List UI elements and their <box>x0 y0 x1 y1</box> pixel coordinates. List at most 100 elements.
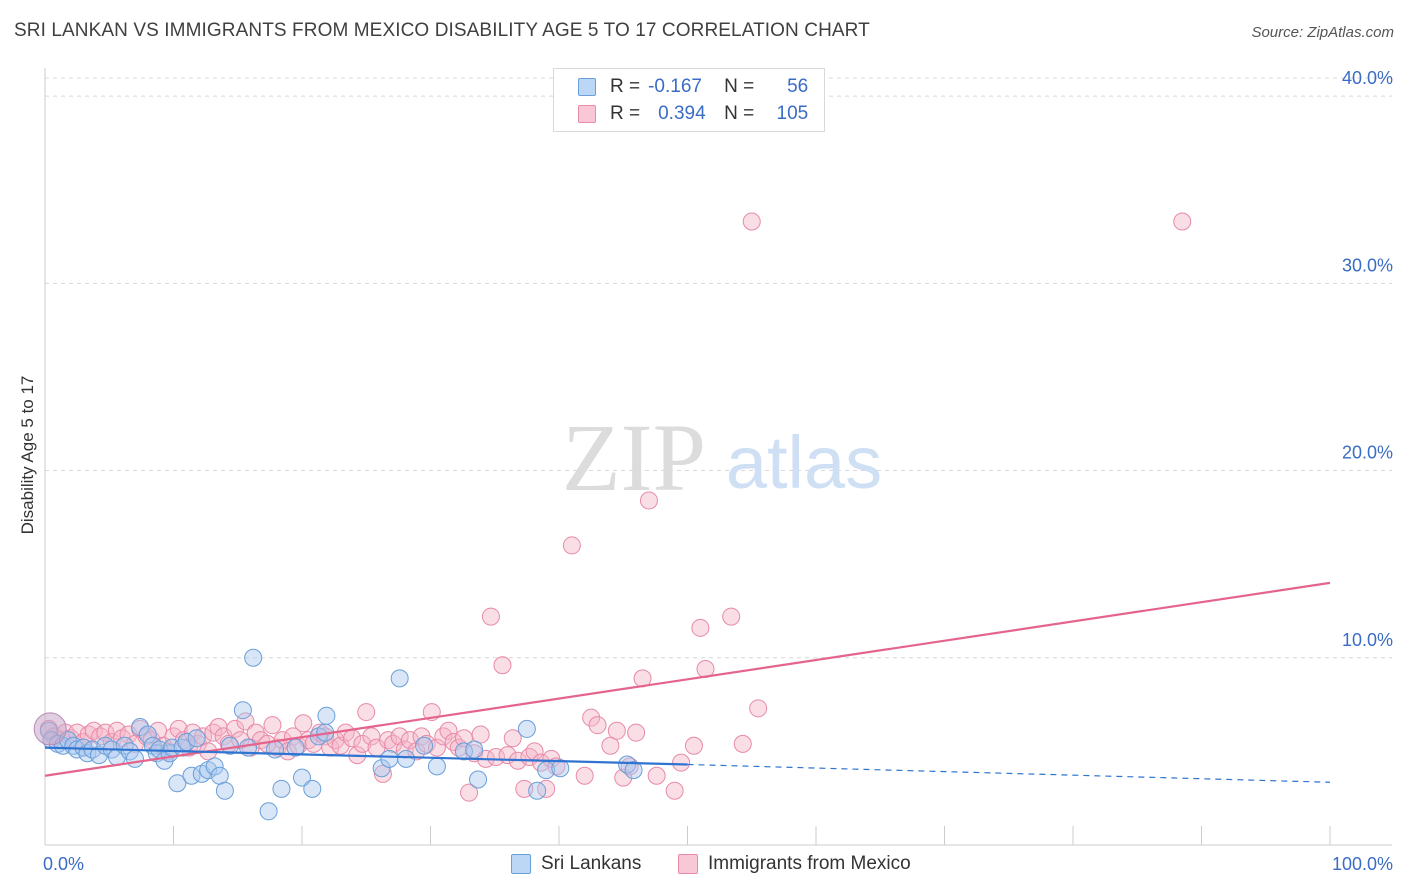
mexico-point <box>231 731 250 750</box>
sri-lankan-trend-line <box>44 746 688 766</box>
sri-lankan-point <box>205 757 224 776</box>
mexico-point <box>665 781 684 800</box>
y-tick-label: 40.0% <box>1342 68 1393 88</box>
n-value: 105 <box>776 103 809 124</box>
sri-lankan-point <box>272 779 291 798</box>
blue-swatch <box>578 78 596 96</box>
mexico-point <box>647 766 666 785</box>
watermark-zip: ZIP <box>562 404 706 511</box>
mexico-point <box>684 736 703 755</box>
bottom-legend-sri-lankans: Sri Lankans <box>511 852 641 876</box>
legend-row-sri-lankans: R = -0.167 N = 56 <box>578 75 808 99</box>
sri-lankan-point <box>187 729 206 748</box>
mexico-point <box>96 723 115 742</box>
y-tick-label: 20.0% <box>1342 443 1393 463</box>
n-label: N = <box>724 103 755 124</box>
mexico-point <box>417 734 436 753</box>
legend-label-mexico: Immigrants from Mexico <box>708 853 911 874</box>
mexico-point <box>588 716 607 735</box>
source-label: Source: ZipAtlas.com <box>1251 24 1394 41</box>
sri-lankan-point <box>380 749 399 768</box>
sri-lankan-point <box>372 759 391 778</box>
sri-lankan-point <box>469 770 488 789</box>
x-tick-label: 0.0% <box>43 854 84 874</box>
sri-lankan-point <box>293 768 311 787</box>
watermark: ZIP atlas <box>562 404 882 511</box>
sri-lankan-point <box>390 669 409 688</box>
y-tick-label: 30.0% <box>1342 255 1393 275</box>
mexico-point <box>493 656 512 675</box>
mexico-point <box>400 731 419 750</box>
mexico-point <box>691 618 710 637</box>
mexico-point <box>607 721 626 740</box>
mexico-point <box>226 719 245 738</box>
r-label: R = <box>610 103 641 124</box>
mexico-point <box>575 766 594 785</box>
correlation-legend: R = -0.167 N = 56 R = 0.394 N = 105 <box>553 68 825 132</box>
sri-lankan-trend-extension <box>687 763 1331 783</box>
r-label: R = <box>610 76 641 97</box>
mexico-point <box>749 699 768 718</box>
n-value: 56 <box>787 76 809 97</box>
mexico-point <box>742 212 761 231</box>
sri-lankan-point <box>415 736 434 755</box>
sri-lankan-point <box>528 781 547 800</box>
mexico-point <box>487 748 506 767</box>
sri-lankan-point <box>215 781 234 800</box>
r-value: 0.394 <box>658 103 706 124</box>
y-tick-label: 10.0% <box>1342 630 1393 650</box>
mexico-point <box>236 712 255 731</box>
mexico-point <box>672 753 691 772</box>
watermark-atlas: atlas <box>726 421 882 504</box>
trend-lines <box>44 581 1331 783</box>
sri-lankan-point <box>397 749 416 768</box>
sri-lankan-point <box>244 648 263 667</box>
mexico-point <box>627 723 646 742</box>
sri-lankan-point <box>551 759 570 778</box>
pink-swatch <box>578 105 596 123</box>
mexico-point <box>601 736 620 755</box>
mexico-point <box>460 783 479 802</box>
sri-lankan-point <box>517 719 536 738</box>
legend-label-sri-lankans: Sri Lankans <box>541 853 642 874</box>
mexico-point <box>384 734 403 753</box>
sri-lankan-point <box>465 740 484 759</box>
mexico-point <box>471 725 490 744</box>
sri-lankan-point <box>624 761 643 780</box>
mexico-point <box>362 727 381 746</box>
mexico-point <box>1173 212 1192 231</box>
cluster-point <box>33 712 67 746</box>
mexico-point <box>503 729 522 748</box>
mexico-point <box>373 764 392 783</box>
mexico-point <box>263 716 282 735</box>
mexico-point <box>454 729 473 748</box>
mexico-point <box>439 721 458 740</box>
sri-lankan-point <box>427 757 446 776</box>
mexico-point <box>722 607 741 626</box>
sri-lankan-point <box>125 749 144 768</box>
mexico-point <box>537 779 556 798</box>
y-tick-labels: 10.0% 20.0% 30.0% 40.0% <box>1342 68 1393 650</box>
sri-lankan-point <box>131 718 150 737</box>
n-label: N = <box>724 76 755 97</box>
mexico-point <box>733 734 752 753</box>
sri-lankan-point <box>266 740 285 759</box>
x-tick-labels: 0.0% 100.0% <box>43 854 1393 874</box>
mexico-point <box>444 733 463 752</box>
mexico-trend-line <box>44 581 1331 777</box>
sri-lankan-point <box>210 766 229 785</box>
mexico-point <box>562 536 581 555</box>
legend-row-mexico: R = 0.394 N = 105 <box>578 102 808 126</box>
mexico-points <box>39 212 1192 802</box>
sri-lankan-point <box>259 802 278 821</box>
sri-lankan-point <box>317 706 336 725</box>
sri-lankan-point <box>138 725 157 744</box>
x-tick-label: 100.0% <box>1332 854 1393 874</box>
bottom-legend-mexico: Immigrants from Mexico <box>678 852 911 876</box>
mexico-point <box>582 708 601 727</box>
mexico-point <box>353 734 372 753</box>
mexico-point <box>357 703 376 722</box>
pink-legend-swatch <box>678 854 698 874</box>
blue-legend-swatch <box>511 854 531 874</box>
